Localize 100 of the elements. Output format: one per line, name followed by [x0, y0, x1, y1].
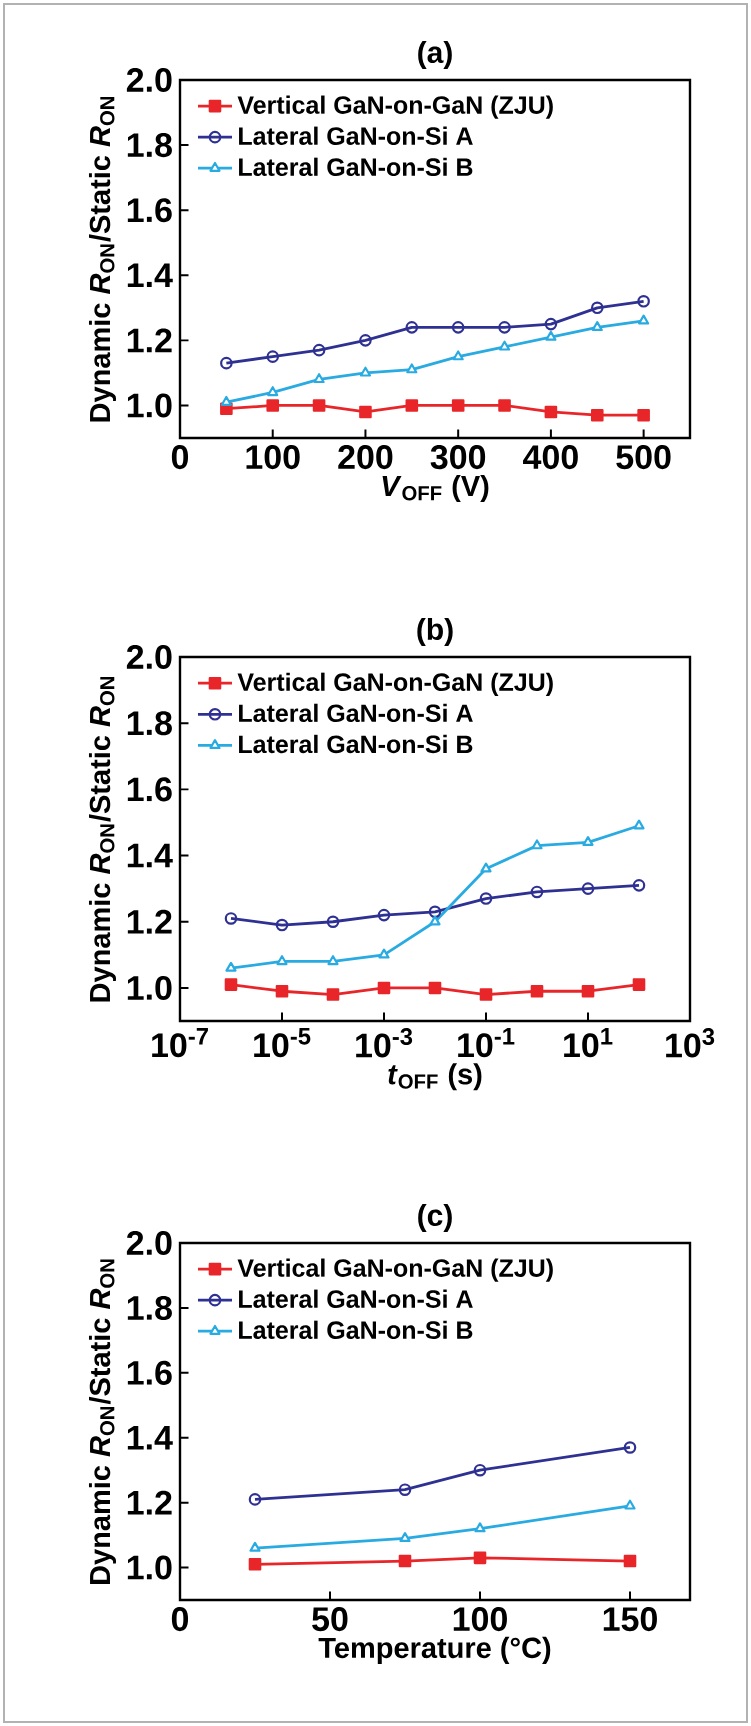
y-tick-label: 1.4 — [127, 263, 173, 287]
legend-label: Lateral GaN-on-Si A — [239, 703, 473, 723]
point — [591, 321, 603, 332]
y-tick-label: 1.6 — [127, 777, 172, 802]
point — [638, 314, 650, 325]
point — [474, 1522, 486, 1533]
x-tick-label: 200 — [338, 445, 393, 470]
point — [637, 295, 650, 308]
y-tick-label: 1.4 — [127, 843, 173, 868]
x-tick-label: 400 — [523, 445, 578, 470]
y-tick-label: 1.2 — [127, 1490, 172, 1515]
point — [480, 862, 492, 873]
point — [378, 948, 390, 959]
x-tick-label: 10$^{-5}$ — [254, 1028, 311, 1058]
point — [632, 978, 646, 991]
point — [479, 892, 493, 905]
point — [249, 1541, 261, 1552]
point — [498, 399, 511, 412]
y-tick-label: 1.2 — [127, 328, 172, 353]
point — [359, 405, 372, 419]
x-tick-label: 10$^{-3}$ — [356, 1028, 413, 1058]
y-tick-label: 2.0 — [126, 67, 172, 93]
point — [590, 408, 604, 422]
point — [582, 836, 594, 847]
x-tick-label: 0 — [171, 445, 189, 470]
x-axis-title: Temperature (°C) — [318, 1636, 551, 1664]
chart-title: (c) — [418, 1204, 452, 1232]
point — [359, 334, 372, 347]
y-tick-label: 1.0 — [127, 393, 172, 418]
y-tick-label: 2.0 — [126, 1230, 172, 1256]
point — [312, 343, 326, 357]
point — [451, 321, 465, 334]
point — [398, 1554, 412, 1568]
point — [266, 399, 280, 412]
point — [220, 356, 233, 370]
point — [266, 350, 280, 363]
x-tick-label: 10$^{3}$ — [666, 1028, 715, 1058]
point — [451, 399, 465, 412]
x-tick-label: 300 — [430, 445, 486, 470]
point — [530, 885, 544, 899]
y-tick-label: 1.6 — [127, 198, 172, 223]
y-tick-label: 1.2 — [127, 909, 172, 934]
x-tick-label: 500 — [616, 445, 671, 470]
x-tick-label: 150 — [603, 1607, 657, 1632]
legend-label: Lateral GaN-on-Si A — [239, 1289, 473, 1308]
point — [473, 1463, 487, 1477]
point — [327, 955, 339, 966]
y-tick-label: 1.6 — [127, 1360, 172, 1385]
legend-label: Vertical GaN-on-GaN (ZJU) — [237, 1258, 553, 1282]
legend-label: Lateral GaN-on-Si B — [239, 157, 473, 177]
point — [326, 988, 340, 1001]
point — [312, 399, 326, 412]
y-tick-label: 1.4 — [127, 1426, 173, 1450]
point — [479, 988, 493, 1001]
point — [545, 330, 557, 341]
chart-title: (b) — [417, 618, 453, 646]
point — [220, 395, 232, 406]
point — [473, 1551, 487, 1565]
x-tick-label: 100 — [246, 445, 300, 470]
x-tick-label: 10$^{-1}$ — [458, 1028, 515, 1058]
point — [624, 1499, 636, 1510]
point — [498, 340, 511, 351]
point — [531, 839, 543, 850]
point — [428, 981, 442, 995]
point — [581, 984, 595, 998]
point — [398, 1483, 412, 1496]
point — [498, 321, 511, 334]
point — [633, 819, 645, 830]
point — [544, 405, 558, 419]
y-axis-title: Dynamic R$_{ON}$/Static R$_{ON}$ — [88, 96, 117, 422]
point — [377, 908, 391, 922]
point — [267, 386, 279, 397]
x-tick-label: 100 — [453, 1607, 507, 1632]
point — [225, 961, 237, 972]
point — [581, 882, 595, 895]
point — [429, 915, 441, 926]
x-axis-title: t$_{OFF}$ (s) — [388, 1063, 482, 1091]
y-tick-label: 1.8 — [127, 711, 172, 736]
point — [623, 1554, 637, 1568]
y-tick-label: 1.8 — [127, 133, 172, 158]
point — [623, 1441, 637, 1454]
legend-label: Lateral GaN-on-Si B — [239, 734, 473, 754]
point — [637, 408, 650, 422]
point — [377, 981, 391, 995]
point — [590, 301, 604, 315]
x-tick-label: 50 — [312, 1607, 348, 1632]
point — [224, 978, 238, 991]
point — [326, 915, 340, 929]
point — [405, 321, 419, 334]
y-axis-title: Dynamic R$_{ON}$/Static R$_{ON}$ — [88, 676, 117, 1002]
point — [632, 879, 646, 892]
x-tick-label: 10$^{1}$ — [564, 1028, 613, 1058]
legend-label: Lateral GaN-on-Si B — [239, 1320, 473, 1340]
point — [359, 366, 372, 377]
y-tick-label: 1.0 — [127, 1555, 172, 1580]
x-axis-title: V$_{OFF}$ (V) — [382, 474, 489, 502]
x-tick-label: 0 — [171, 1607, 189, 1632]
point — [248, 1493, 262, 1506]
point — [452, 350, 464, 361]
legend-label: Lateral GaN-on-Si A — [239, 126, 473, 145]
